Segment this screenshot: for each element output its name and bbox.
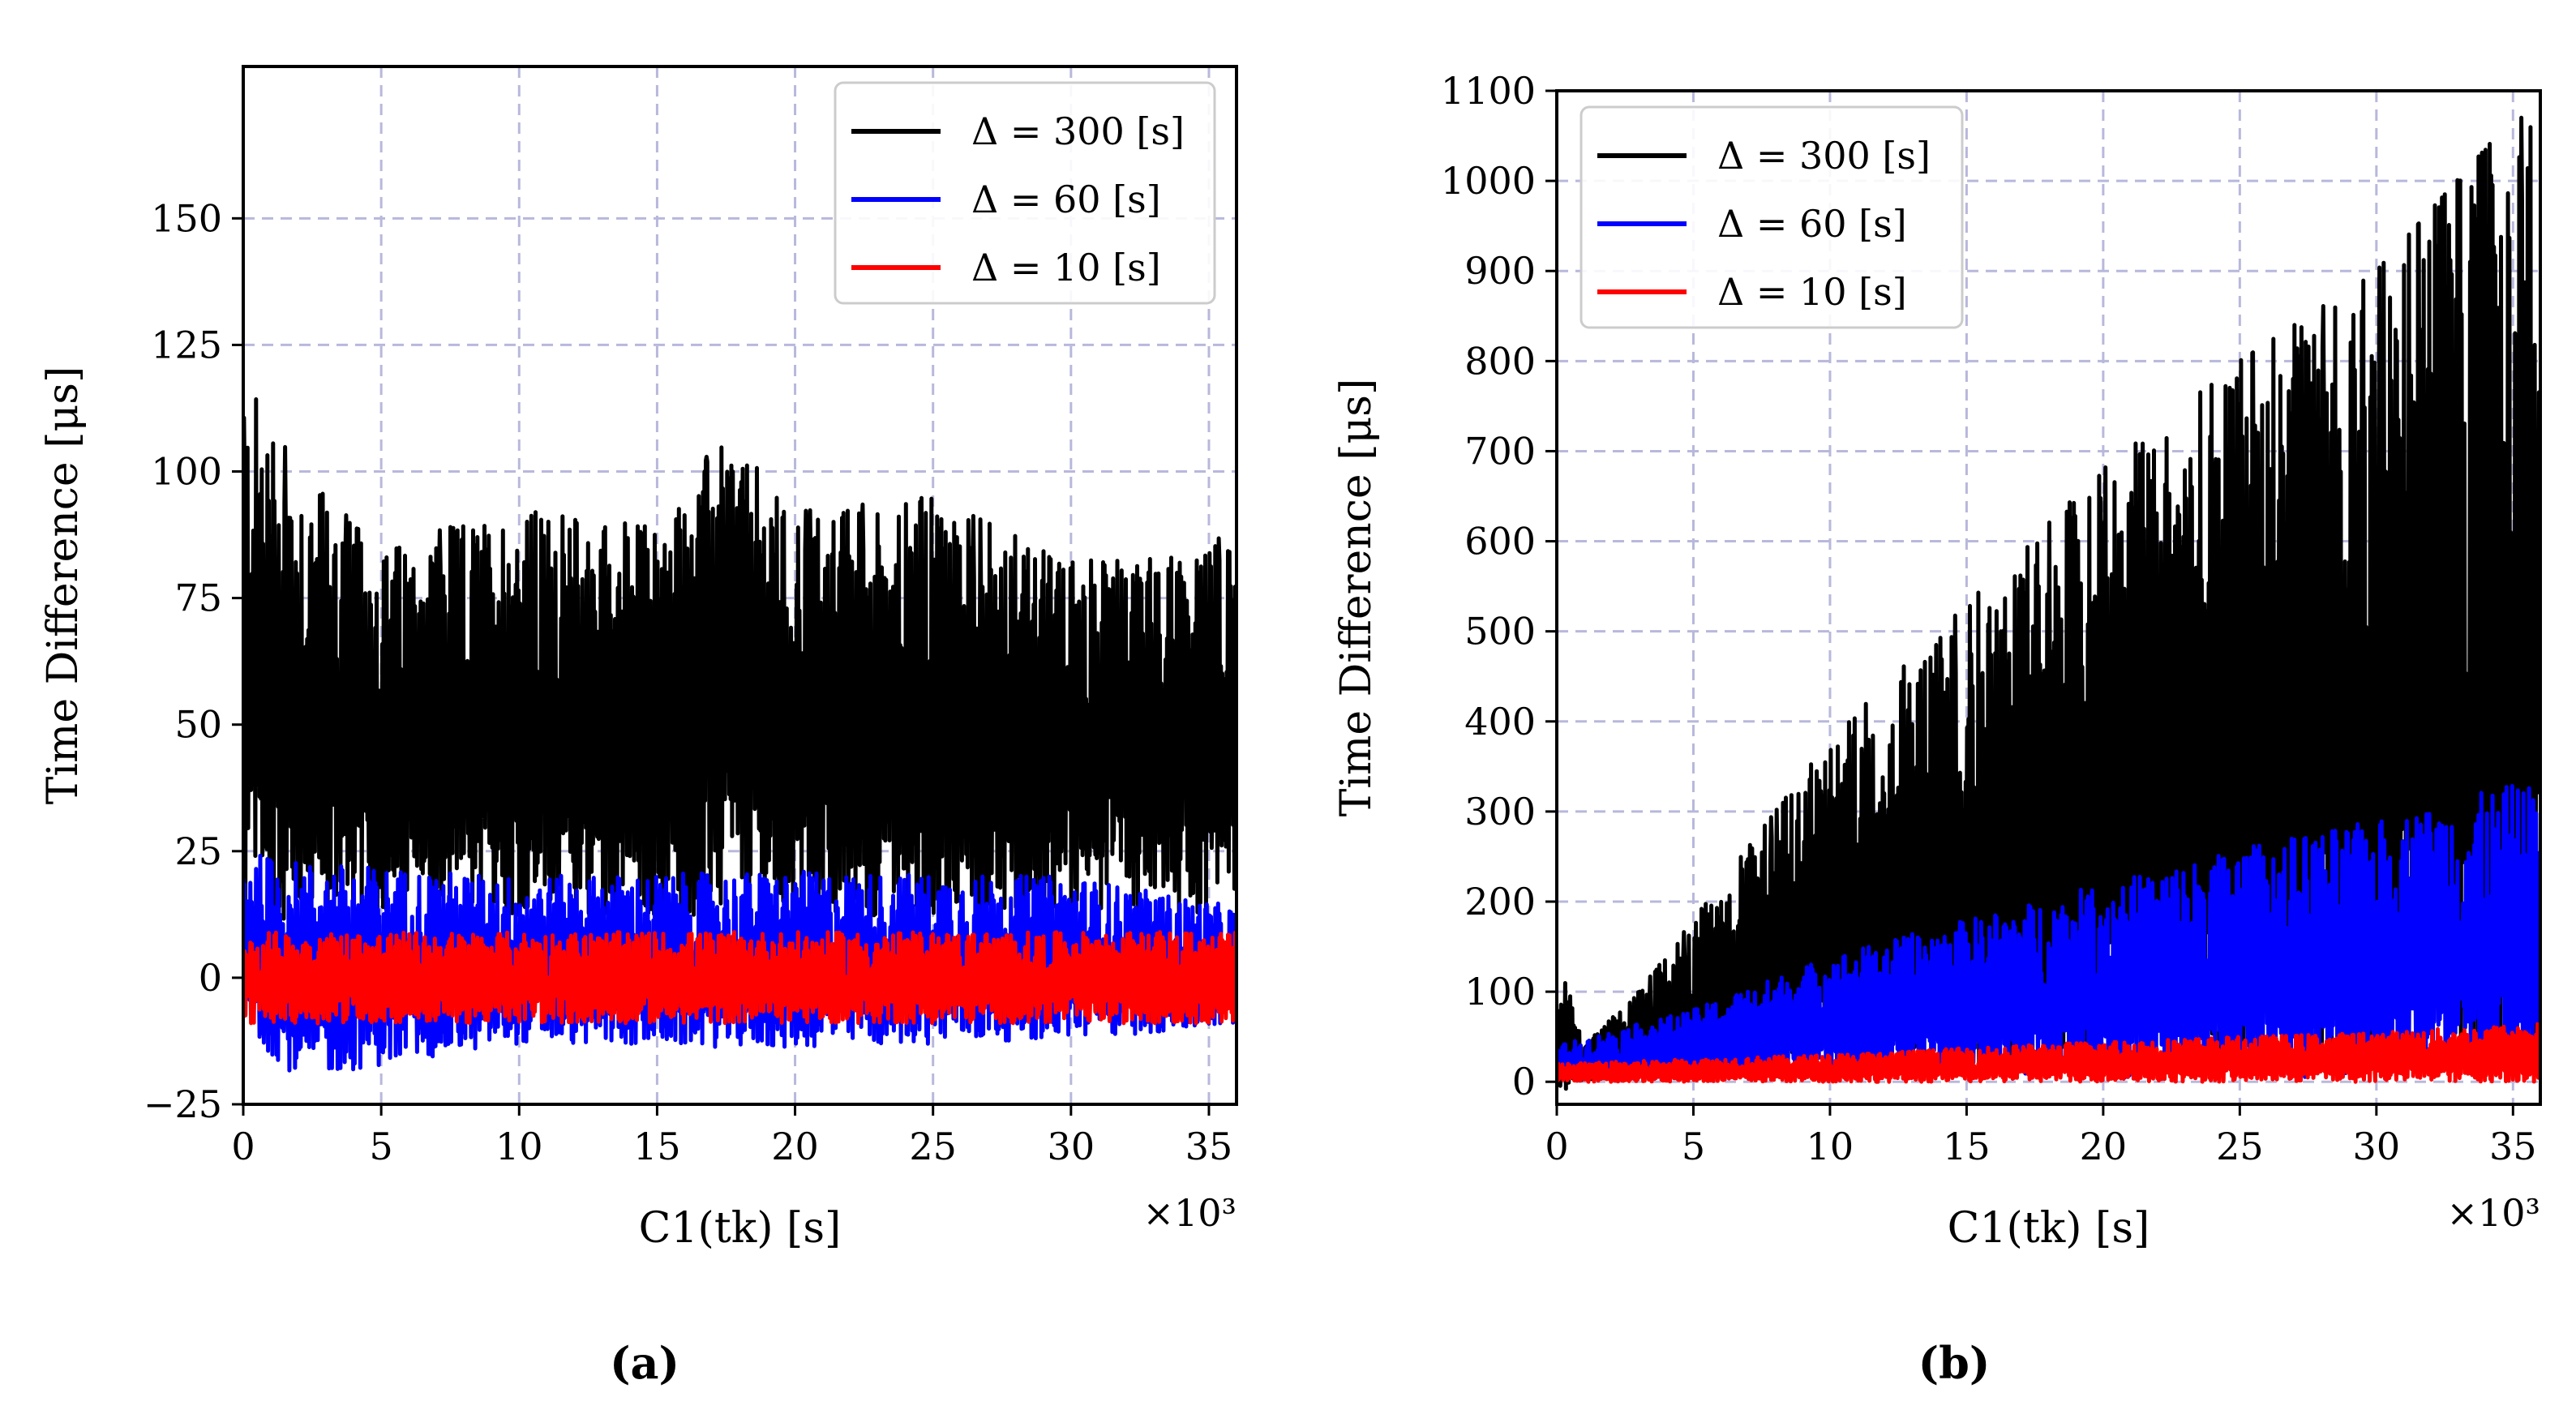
x-tick-label: 30 <box>1048 1125 1095 1168</box>
series-group <box>243 397 1237 1073</box>
series-line-delta-10 <box>243 930 1237 1026</box>
y-tick-label: 0 <box>1512 1060 1536 1103</box>
series-line-delta-300 <box>243 397 1237 922</box>
y-tick-label: 1000 <box>1441 159 1536 203</box>
x-tick-label: 0 <box>1545 1125 1568 1168</box>
y-tick-label: 50 <box>174 703 222 747</box>
x-tick-label: 10 <box>1807 1125 1854 1168</box>
axes-frame <box>242 65 1238 1106</box>
y-tick-label: 25 <box>174 829 222 873</box>
legend-box <box>1579 105 1964 329</box>
y-tick-label: 1100 <box>1441 69 1536 113</box>
axes-frame <box>1555 89 2542 1106</box>
legend-box <box>834 81 1216 305</box>
x-tick-label: 25 <box>909 1125 957 1168</box>
x-tick-label: 20 <box>771 1125 819 1168</box>
legend-entry: Δ = 300 [s] <box>1717 134 1931 178</box>
y-axis-label: Time Difference [μs] <box>1332 379 1381 817</box>
legend-entry: Δ = 10 [s] <box>1717 270 1907 314</box>
x-tick-label: 0 <box>231 1125 255 1168</box>
x-tick-label: 30 <box>2353 1125 2401 1168</box>
x-axis-label: C1(tk) [s] <box>639 1204 842 1253</box>
x-tick-label: 25 <box>2216 1125 2264 1168</box>
panel-caption: (a) <box>610 1337 679 1389</box>
y-tick-label: 500 <box>1464 610 1536 654</box>
legend-entry: Δ = 60 [s] <box>971 178 1161 221</box>
legend: Δ = 300 [s] Δ = 60 [s] Δ = 10 [s] <box>1579 105 1964 329</box>
legend-entry: Δ = 300 [s] <box>971 109 1185 153</box>
y-tick-label: 100 <box>1464 970 1536 1013</box>
y-axis-label: Time Difference [μs] <box>39 366 88 805</box>
panel-caption: (b) <box>1918 1337 1991 1389</box>
series-group <box>1557 115 2540 1091</box>
legend-entry: Δ = 10 [s] <box>971 246 1161 289</box>
y-tick-label: 400 <box>1464 700 1536 743</box>
series-line-delta-10 <box>1557 1022 2540 1084</box>
y-tick-label: 150 <box>151 196 222 240</box>
plot-b: 0 5 10 15 20 25 30 35 0 100 200 300 400 500 600 700 800 9… <box>1332 69 2542 1389</box>
y-tick-label: 0 <box>199 956 222 1000</box>
y-tick-label: 900 <box>1464 249 1536 293</box>
x-tick-label: 5 <box>1682 1125 1705 1168</box>
y-tick-label: 800 <box>1464 339 1536 383</box>
x-tick-label: 15 <box>633 1125 681 1168</box>
x-tick-label: 5 <box>369 1125 392 1168</box>
y-tick-label: 300 <box>1464 790 1536 833</box>
y-tick-label: 700 <box>1464 429 1536 473</box>
y-tick-label: 200 <box>1464 880 1536 923</box>
plot-a: 0 5 10 15 20 25 30 35−250255075100125150C1(tk) … <box>39 65 1238 1389</box>
x-tick-label: 15 <box>1943 1125 1991 1168</box>
y-tick-label: 100 <box>151 450 222 494</box>
x-axis-label: C1(tk) [s] <box>1948 1204 2150 1253</box>
x-tick-label: 20 <box>2080 1125 2128 1168</box>
y-tick-label: 125 <box>151 323 222 366</box>
x-tick-label: 35 <box>2489 1125 2537 1168</box>
legend-entry: Δ = 60 [s] <box>1717 202 1907 246</box>
series-line-delta-60 <box>1557 784 2540 1080</box>
x-tick-label: 35 <box>1185 1125 1233 1168</box>
y-tick-label: −25 <box>144 1082 222 1126</box>
y-tick-label: 75 <box>174 576 222 620</box>
x-tick-label: 10 <box>495 1125 543 1168</box>
x-axis-multiplier: ×10³ <box>1142 1191 1237 1235</box>
legend: Δ = 300 [s] Δ = 60 [s] Δ = 10 [s] <box>834 81 1216 305</box>
x-axis-multiplier: ×10³ <box>2446 1191 2540 1235</box>
y-tick-label: 600 <box>1464 520 1536 564</box>
series-line-delta-300 <box>1557 115 2540 1091</box>
